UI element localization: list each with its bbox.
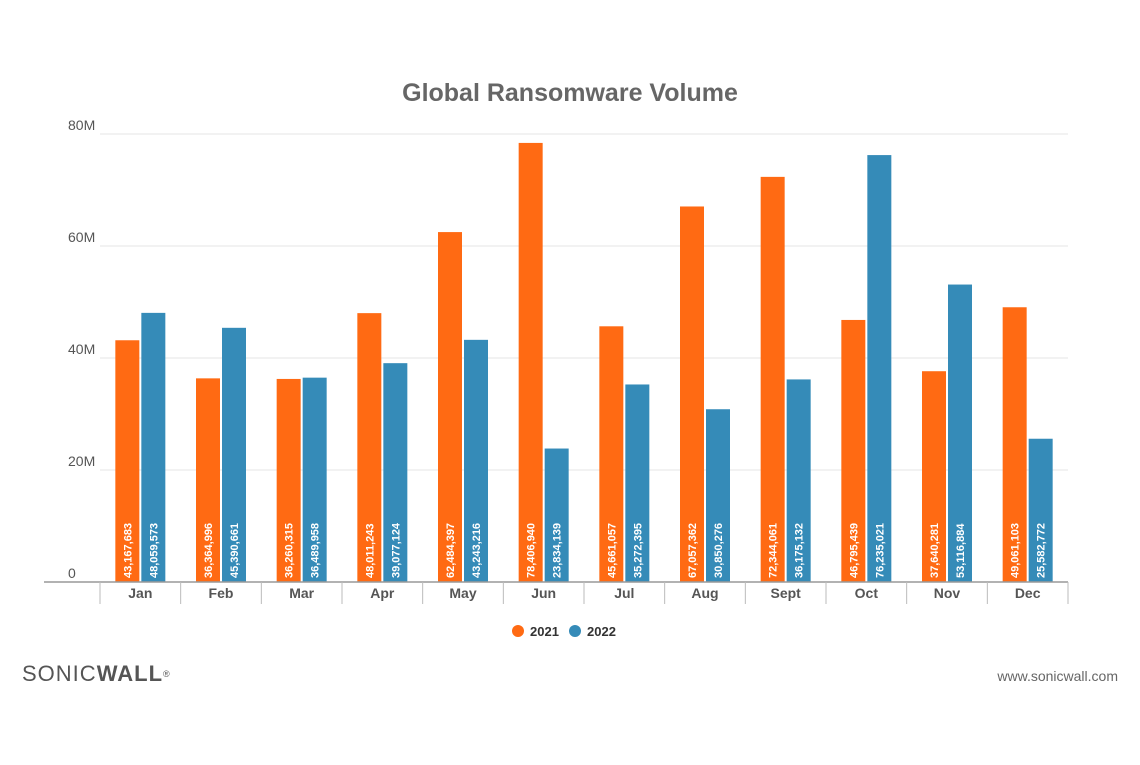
bar-label: 45,390,661 [229,523,241,578]
bar-label: 72,344,061 [768,523,780,578]
x-tick-label: Mar [289,585,314,601]
legend-swatch-2021 [512,625,524,637]
x-tick-label: Dec [1015,585,1041,601]
bar-label: 35,272,395 [632,523,644,578]
bar-2022-Oct [867,155,892,583]
bar-2022-Sept [786,379,811,582]
bar-2022-Mar [302,377,327,582]
y-tick-label: 0 [68,565,76,581]
bars-group: 43,167,683 48,059,573 36,364,996 45,390,661… [115,142,1053,583]
bar-2021-May [438,232,462,582]
sonicwall-logo: SONIC WALL ® [22,661,171,687]
bar-label: 43,243,216 [471,523,483,578]
bar-2021-Feb [196,378,220,582]
y-tick-label: 40M [68,341,95,357]
legend-label-2022: 2022 [587,624,616,639]
legend: 2021 2022 [512,624,616,639]
bar-label: 49,061,103 [1010,523,1022,578]
x-tick-label: Feb [209,585,234,601]
x-tick-label: May [449,585,476,601]
bar-label: 45,661,057 [606,523,618,578]
x-tick-label: Oct [855,585,879,601]
y-tick-label: 80M [68,117,95,133]
x-tick-label: Jul [614,585,634,601]
bar-label: 36,175,132 [794,523,806,578]
x-tick-label: Nov [934,585,961,601]
bar-label: 78,406,940 [526,523,538,578]
y-tick-label: 60M [68,229,95,245]
x-tick-label: Jun [531,585,556,601]
y-tick-label: 20M [68,453,95,469]
bar-2022-Apr [383,363,408,582]
bar-2022-May [464,339,488,582]
legend-swatch-2022 [569,625,581,637]
bar-2021-Sept [760,176,785,582]
bar-label: 53,116,884 [955,523,967,578]
bar-label: 48,011,243 [364,524,376,578]
bar-2021-Aug [680,206,704,583]
bar-2021-Jan [115,340,140,582]
bar-2021-Jul [599,326,624,582]
bar-2022-Jun [544,448,569,582]
bar-2021-Dec [1002,307,1027,582]
grid-lines [100,133,1068,471]
chart-title: Global Ransomware Volume [402,79,738,107]
bar-label: 43,167,683 [122,523,134,578]
y-axis-ticks: 0 20M 40M 60M 80M [68,117,95,581]
bar-2022-Dec [1028,438,1053,582]
website-url: www.sonicwall.com [997,668,1118,684]
bar-label: 36,364,996 [203,523,215,578]
logo-trademark: ® [163,669,171,679]
bar-label: 48,059,573 [148,523,160,578]
bar-2022-Jul [625,384,650,582]
bar-label: 23,834,139 [552,523,564,578]
legend-label-2021: 2021 [530,624,559,639]
bar-2021-Oct [841,319,866,582]
bar-label: 36,260,315 [284,523,296,578]
bar-2021-Apr [357,313,382,582]
bar-2022-Jan [141,312,166,582]
bar-label: 25,582,772 [1036,523,1048,578]
bar-2021-Jun [518,142,543,582]
x-tick-label: Jan [128,585,152,601]
bar-2021-Nov [922,371,946,582]
bar-2021-Mar [276,378,301,582]
bar-label: 30,850,276 [713,523,725,578]
x-tick-label: Sept [770,585,801,601]
logo-text-sonic: SONIC [22,661,97,686]
bar-2022-Nov [948,284,972,582]
logo-text-wall: WALL [96,661,164,686]
bar-label: 67,057,362 [687,523,699,578]
bar-label: 39,077,124 [390,522,402,578]
x-tick-label: Aug [691,585,718,601]
bar-label: 36,489,958 [310,523,322,578]
bar-label: 37,640,281 [929,523,941,578]
bar-label: 76,235,021 [874,523,886,578]
bar-2022-Aug [706,409,730,582]
x-tick-label: Apr [370,585,395,601]
bar-2022-Feb [222,327,246,582]
x-axis: Jan Feb Mar Apr May Jun Jul Aug Sept Oct Nov Dec [44,581,1069,604]
bar-label: 46,795,439 [848,523,860,578]
bar-label: 62,484,397 [445,523,457,578]
